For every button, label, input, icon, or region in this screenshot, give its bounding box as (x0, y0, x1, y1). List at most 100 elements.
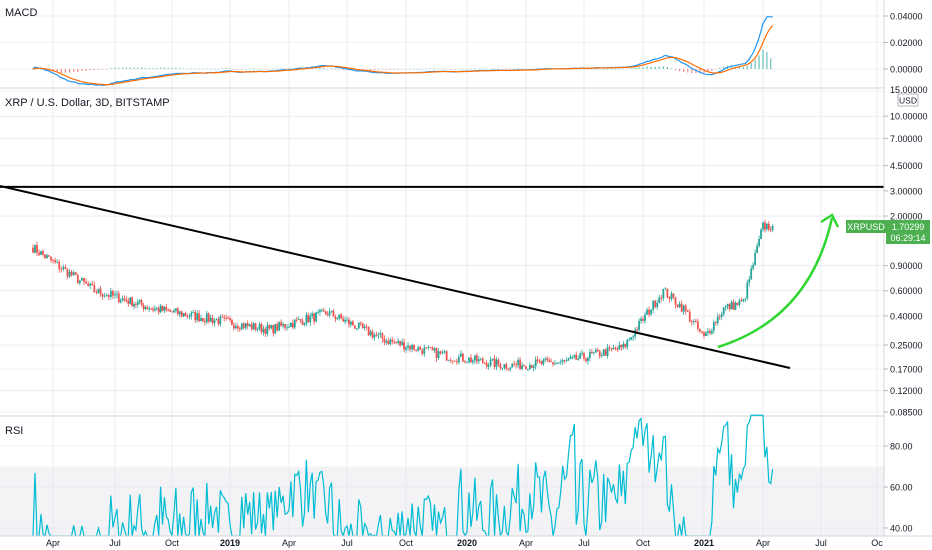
candle-body (705, 332, 707, 337)
time-label: Oct (399, 538, 414, 548)
candle-body (644, 314, 646, 321)
macd-pane[interactable]: MACD (0, 0, 884, 88)
candle-body (431, 347, 434, 351)
candle-body (546, 358, 549, 361)
candle-body (192, 312, 195, 313)
candle-body (359, 322, 362, 324)
candle-body (324, 311, 327, 315)
macd-histogram-bar (762, 49, 764, 69)
rsi-pane[interactable]: RSI (0, 414, 884, 549)
macd-histogram-bar (458, 68, 460, 70)
candle-body (594, 349, 597, 353)
macd-histogram-bar (766, 52, 768, 69)
candle-body (44, 254, 46, 259)
macd-histogram-bar (179, 68, 181, 69)
candle-body (182, 313, 185, 317)
candle-body (375, 334, 378, 336)
candle-body (180, 311, 183, 317)
price-axis-label: 0.08500 (890, 408, 923, 418)
macd-histogram-bar (610, 68, 613, 70)
candle-body (525, 366, 527, 370)
macd-histogram-bar (674, 69, 677, 71)
candle-body (87, 283, 90, 286)
candle-body (215, 319, 218, 321)
candle-body (610, 347, 613, 350)
candle-body (542, 359, 545, 365)
candle-body (142, 304, 145, 309)
candle-body (548, 360, 551, 362)
macd-histogram-bar (217, 68, 219, 70)
candle-body (534, 359, 537, 367)
candle-body (238, 328, 241, 330)
candle-body (54, 260, 56, 263)
candle-body (462, 353, 464, 362)
candle-body (571, 356, 574, 358)
time-scale[interactable] (0, 536, 884, 550)
candle-body (278, 322, 281, 331)
candle-body (616, 349, 619, 350)
candle-body (550, 361, 553, 363)
candle-body (489, 359, 492, 366)
candle-body (78, 280, 81, 284)
candle-body (223, 317, 226, 319)
macd-histogram-bar (638, 67, 640, 69)
candle-body (493, 358, 496, 367)
macd-histogram-bar (397, 68, 399, 70)
macd-histogram-bar (486, 68, 488, 70)
candle-body (742, 299, 745, 302)
candle-body (658, 297, 661, 303)
macd-label: MACD (5, 7, 37, 19)
candle-body (40, 251, 42, 255)
price-pane[interactable]: XRP / U.S. Dollar, 3D, BITSTAMP (0, 89, 884, 416)
macd-histogram-bar (393, 69, 395, 70)
price-axis-label: 7.00000 (890, 134, 923, 144)
candle-body (485, 362, 488, 367)
candle-body (196, 313, 199, 321)
candle-body (56, 261, 59, 263)
macd-histogram-bar (529, 68, 531, 70)
candle-body (155, 308, 158, 309)
candle-body (231, 320, 233, 326)
candle-body (660, 297, 663, 299)
macd-histogram-bar (626, 68, 628, 70)
macd-histogram-bar (591, 68, 593, 70)
candle-body (89, 283, 92, 286)
price-scale[interactable] (884, 0, 932, 536)
macd-histogram-bar (366, 69, 368, 70)
candle-body (282, 324, 284, 326)
candle-body (83, 277, 85, 282)
candle-body (131, 297, 133, 307)
candle-body (68, 271, 71, 277)
macd-histogram-bar (89, 69, 91, 71)
macd-histogram-bar (513, 68, 515, 70)
macd-histogram-bar (241, 69, 243, 70)
candle-body (107, 295, 110, 297)
candle-body (387, 340, 390, 345)
macd-histogram-bar (118, 67, 120, 69)
candle-body (97, 288, 100, 293)
macd-histogram-bar (342, 69, 344, 71)
candle-body (42, 251, 44, 255)
candle-body (762, 222, 764, 230)
candle-body (556, 362, 558, 364)
candle-body (726, 304, 729, 307)
macd-histogram-bar (256, 68, 259, 70)
macd-histogram-bar (125, 67, 127, 69)
symbol-title[interactable]: XRP / U.S. Dollar, 3D, BITSTAMP (5, 97, 170, 109)
candle-body (561, 359, 564, 362)
up-arrow-drawing[interactable] (717, 217, 834, 349)
candle-body (592, 352, 595, 354)
candle-body (103, 295, 106, 297)
price-axis-label: 10.00000 (890, 112, 928, 122)
macd-histogram-bar (148, 68, 150, 69)
macd-histogram-bar (144, 67, 146, 69)
candle-body (284, 324, 286, 328)
candle-body (363, 326, 366, 329)
candle-body (133, 303, 135, 307)
candle-body (680, 303, 683, 312)
descending-trendline[interactable] (0, 185, 791, 369)
candle-body (703, 332, 705, 337)
candle-body (123, 298, 126, 300)
